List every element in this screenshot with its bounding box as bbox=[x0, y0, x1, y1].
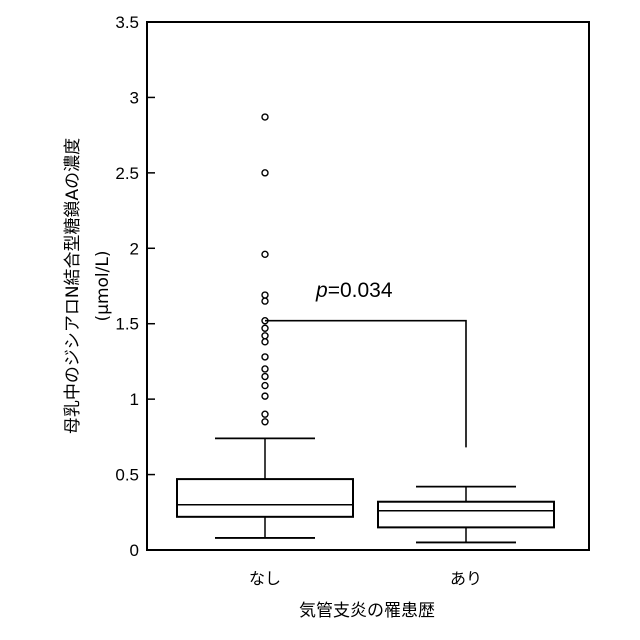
x-axis-title: 気管支炎の罹患歴 bbox=[299, 601, 435, 621]
outlier-point bbox=[262, 374, 268, 380]
outlier-point bbox=[262, 333, 268, 339]
x-axis-category-labels: なし あり bbox=[249, 569, 482, 588]
outlier-point bbox=[262, 419, 268, 425]
outlier-point bbox=[262, 411, 268, 417]
outlier-point bbox=[262, 251, 268, 257]
y-tick-label: 0.5 bbox=[115, 466, 139, 485]
outlier-point bbox=[262, 339, 268, 345]
y-tick-label: 1 bbox=[130, 390, 139, 409]
iqr-box bbox=[378, 502, 554, 528]
y-tick-label: 2 bbox=[130, 239, 139, 258]
p-value-label: p=0.034 bbox=[315, 279, 393, 302]
y-axis-title-group: 母乳中のジシアロN結合型糖鎖Aの濃度 (μmol/L) bbox=[63, 138, 113, 434]
y-axis-ticks: 0 0.5 1 1.5 2 2.5 3 3.5 bbox=[115, 13, 155, 560]
box-group bbox=[177, 114, 353, 538]
y-axis-unit: (μmol/L) bbox=[93, 251, 113, 322]
p-value-number: =0.034 bbox=[328, 279, 393, 302]
outlier-point bbox=[262, 298, 268, 304]
outlier-point bbox=[262, 170, 268, 176]
outlier-point bbox=[262, 325, 268, 331]
outlier-point bbox=[262, 393, 268, 399]
y-tick-label: 3 bbox=[130, 88, 139, 107]
box-group bbox=[378, 487, 554, 543]
significance-bracket bbox=[265, 321, 466, 448]
iqr-box bbox=[177, 479, 353, 517]
y-tick-label: 2.5 bbox=[115, 164, 139, 183]
y-tick-label: 1.5 bbox=[115, 315, 139, 334]
x-category-label: あり bbox=[450, 569, 482, 588]
y-axis-title: 母乳中のジシアロN結合型糖鎖Aの濃度 bbox=[63, 138, 83, 434]
outlier-point bbox=[262, 366, 268, 372]
outlier-point bbox=[262, 383, 268, 389]
x-category-label: なし bbox=[249, 569, 281, 588]
box-series bbox=[177, 114, 554, 542]
outlier-point bbox=[262, 354, 268, 360]
outlier-point bbox=[262, 292, 268, 298]
y-tick-label: 0 bbox=[130, 541, 139, 560]
significance-annotation: p=0.034 bbox=[265, 279, 466, 447]
outlier-point bbox=[262, 114, 268, 120]
y-tick-label: 3.5 bbox=[115, 13, 139, 32]
p-value-symbol: p bbox=[315, 279, 328, 302]
